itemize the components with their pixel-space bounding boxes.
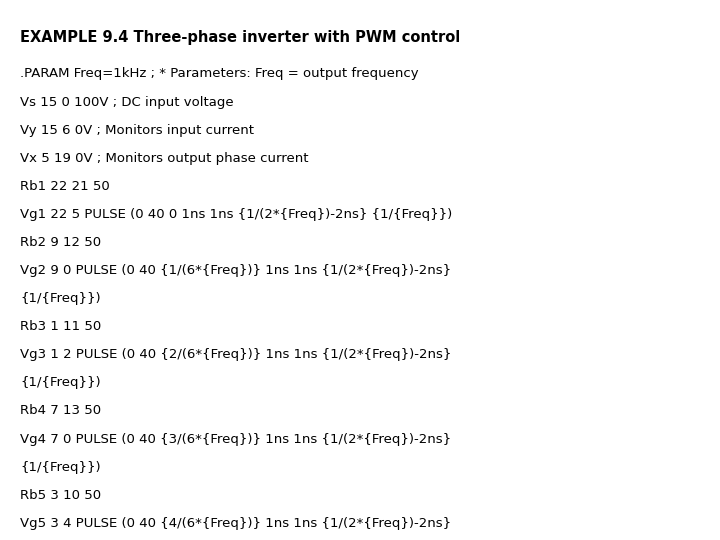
Text: {1/{Freq}}): {1/{Freq}}) — [20, 292, 101, 305]
Text: EXAMPLE 9.4 Three-phase inverter with PWM control: EXAMPLE 9.4 Three-phase inverter with PW… — [20, 30, 460, 45]
Text: Vy 15 6 0V ; Monitors input current: Vy 15 6 0V ; Monitors input current — [20, 124, 254, 137]
Text: Vx 5 19 0V ; Monitors output phase current: Vx 5 19 0V ; Monitors output phase curre… — [20, 152, 309, 165]
Text: Rb2 9 12 50: Rb2 9 12 50 — [20, 236, 102, 249]
Text: Vs 15 0 100V ; DC input voltage: Vs 15 0 100V ; DC input voltage — [20, 96, 234, 109]
Text: {1/{Freq}}): {1/{Freq}}) — [20, 461, 101, 474]
Text: Rb4 7 13 50: Rb4 7 13 50 — [20, 404, 102, 417]
Text: Rb1 22 21 50: Rb1 22 21 50 — [20, 180, 110, 193]
Text: Vg1 22 5 PULSE (0 40 0 1ns 1ns {1/(2*{Freq})-2ns} {1/{Freq}}): Vg1 22 5 PULSE (0 40 0 1ns 1ns {1/(2*{Fr… — [20, 208, 452, 221]
Text: {1/{Freq}}): {1/{Freq}}) — [20, 376, 101, 389]
Text: Vg3 1 2 PULSE (0 40 {2/(6*{Freq})} 1ns 1ns {1/(2*{Freq})-2ns}: Vg3 1 2 PULSE (0 40 {2/(6*{Freq})} 1ns 1… — [20, 348, 451, 361]
Text: Rb5 3 10 50: Rb5 3 10 50 — [20, 489, 102, 502]
Text: Vg4 7 0 PULSE (0 40 {3/(6*{Freq})} 1ns 1ns {1/(2*{Freq})-2ns}: Vg4 7 0 PULSE (0 40 {3/(6*{Freq})} 1ns 1… — [20, 433, 451, 446]
Text: Vg5 3 4 PULSE (0 40 {4/(6*{Freq})} 1ns 1ns {1/(2*{Freq})-2ns}: Vg5 3 4 PULSE (0 40 {4/(6*{Freq})} 1ns 1… — [20, 517, 451, 530]
Text: .PARAM Freq=1kHz ; * Parameters: Freq = output frequency: .PARAM Freq=1kHz ; * Parameters: Freq = … — [20, 68, 419, 80]
Text: Rb3 1 11 50: Rb3 1 11 50 — [20, 320, 102, 333]
Text: Vg2 9 0 PULSE (0 40 {1/(6*{Freq})} 1ns 1ns {1/(2*{Freq})-2ns}: Vg2 9 0 PULSE (0 40 {1/(6*{Freq})} 1ns 1… — [20, 264, 451, 277]
